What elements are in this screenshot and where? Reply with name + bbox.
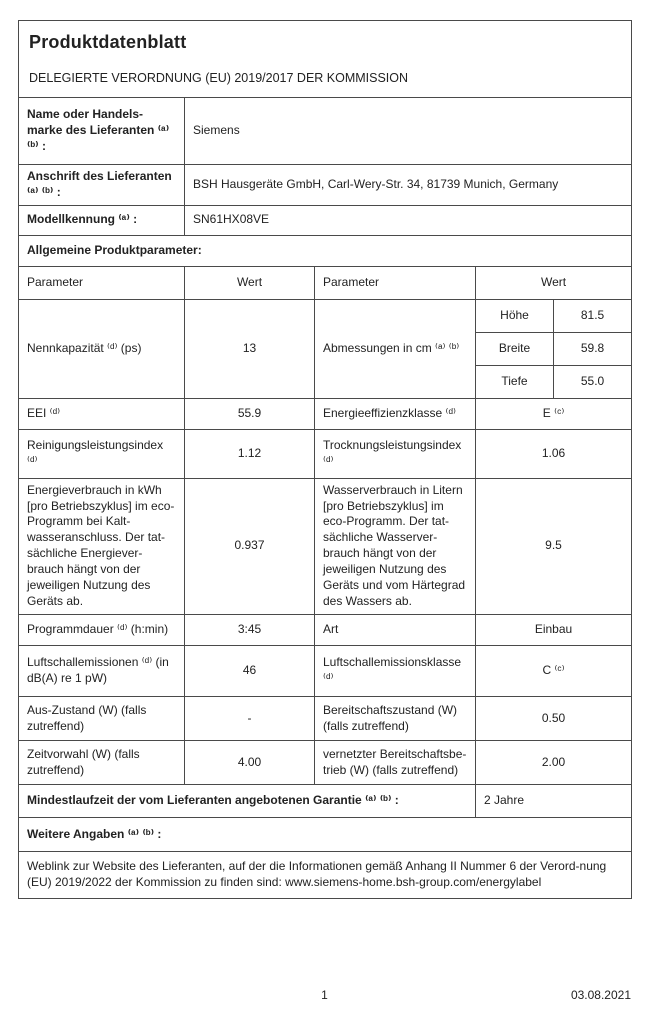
capacity-label: Nennkapazität ⁽ᵈ⁾ (ps) bbox=[18, 298, 185, 399]
col-header-wert-left: Wert bbox=[184, 265, 315, 300]
delay-start-label: Zeitvorwahl (W) (falls zutreffend) bbox=[18, 740, 185, 786]
guarantee-label: Mindestlaufzeit der vom Lieferanten ange… bbox=[18, 784, 476, 819]
additional-info-heading: Weitere Angaben ⁽ᵃ⁾ ⁽ᵇ⁾ : bbox=[17, 817, 633, 853]
programme-duration-label: Programmdauer ⁽ᵈ⁾ (h:min) bbox=[18, 614, 185, 647]
product-datasheet: Produktdatenblatt DELEGIERTE VERORDNUNG … bbox=[17, 20, 633, 900]
regulation-subtitle: DELEGIERTE VERORDNUNG (EU) 2019/2017 DER… bbox=[29, 70, 409, 85]
title-block: Produktdatenblatt DELEGIERTE VERORDNUNG … bbox=[17, 20, 633, 98]
dimension-depth-row: Tiefe 55.0 bbox=[19, 364, 633, 399]
networked-standby-value: 2.00 bbox=[474, 740, 633, 786]
dimension-width-row: Breite 59.8 bbox=[19, 331, 633, 366]
dimension-depth-label: Tiefe bbox=[475, 364, 554, 399]
delay-start-value: 4.00 bbox=[184, 740, 315, 786]
supplier-name-row: Name oder Handels-marke des Lieferanten … bbox=[18, 96, 633, 165]
capacity-value: 13 bbox=[184, 298, 315, 399]
col-header-parameter-left: Parameter bbox=[18, 265, 185, 300]
weblink-text: Weblink zur Website des Lieferanten, auf… bbox=[17, 851, 633, 900]
cleaning-index-row: Reinigungsleistungsindex ⁽ᵈ⁾ 1.12 Trockn… bbox=[18, 428, 633, 479]
dimension-height-value: 81.5 bbox=[552, 298, 633, 333]
programme-duration-row: Programmdauer ⁽ᵈ⁾ (h:min) 3:45 Art Einba… bbox=[18, 614, 633, 647]
model-id-value: SN61HX08VE bbox=[183, 204, 633, 236]
drying-index-label: Trocknungsleistungsindex ⁽ᵈ⁾ bbox=[314, 428, 476, 479]
dimension-width-value: 59.8 bbox=[552, 331, 633, 366]
page-number: 1 bbox=[321, 988, 328, 1002]
drying-index-value: 1.06 bbox=[474, 428, 633, 479]
dimensions-label: Abmessungen in cm ⁽ᵃ⁾ ⁽ᵇ⁾ bbox=[314, 298, 476, 399]
energy-consumption-value: 0.937 bbox=[184, 477, 315, 616]
guarantee-row: Mindestlaufzeit der vom Lieferanten ange… bbox=[18, 784, 633, 819]
water-consumption-value: 9.5 bbox=[474, 477, 633, 616]
noise-emission-label: Luftschallemissionen ⁽ᵈ⁾ (in dB(A) re 1 … bbox=[18, 645, 185, 698]
energy-class-value: E ⁽ᶜ⁾ bbox=[474, 397, 633, 430]
capacity-dimensions-row: Nennkapazität ⁽ᵈ⁾ (ps) 13 Abmessungen in… bbox=[18, 298, 633, 399]
off-mode-value: - bbox=[184, 696, 315, 742]
cleaning-index-label: Reinigungsleistungsindex ⁽ᵈ⁾ bbox=[18, 428, 185, 479]
page-title: Produktdatenblatt bbox=[29, 32, 187, 52]
consumption-row: Energieverbrauch in kWh [pro Betriebszyk… bbox=[18, 477, 633, 616]
section-heading-row: Allgemeine Produktparameter: bbox=[17, 234, 633, 267]
noise-emission-value: 46 bbox=[184, 645, 315, 698]
noise-row: Luftschallemissionen ⁽ᵈ⁾ (in dB(A) re 1 … bbox=[18, 645, 633, 698]
dimension-depth-value: 55.0 bbox=[552, 364, 633, 399]
product-datasheet-table: Produktdatenblatt DELEGIERTE VERORDNUNG … bbox=[17, 20, 633, 900]
supplier-address-label: Anschrift des Lieferanten ⁽ᵃ⁾ ⁽ᵇ⁾ : bbox=[18, 163, 185, 206]
eei-value: 55.9 bbox=[184, 397, 315, 430]
eei-label: EEI ⁽ᵈ⁾ bbox=[18, 397, 185, 430]
off-mode-label: Aus-Zustand (W) (falls zutreffend) bbox=[18, 696, 185, 742]
type-value: Einbau bbox=[474, 614, 633, 647]
standby-label: Bereitschaftszustand (W) (falls zutreffe… bbox=[314, 696, 476, 742]
supplier-address-row: Anschrift des Lieferanten ⁽ᵃ⁾ ⁽ᵇ⁾ : BSH … bbox=[18, 163, 633, 206]
water-consumption-label: Wasserverbrauch in Litern [pro Betriebsz… bbox=[314, 477, 476, 616]
energy-class-label: Energieeffizienzklasse ⁽ᵈ⁾ bbox=[314, 397, 476, 430]
cleaning-index-value: 1.12 bbox=[184, 428, 315, 479]
standby-value: 0.50 bbox=[474, 696, 633, 742]
noise-class-label: Luftschallemissionsklasse ⁽ᵈ⁾ bbox=[314, 645, 476, 698]
column-header-row: Parameter Wert Parameter Wert bbox=[18, 265, 633, 300]
supplier-name-label: Name oder Handels-marke des Lieferanten … bbox=[18, 96, 185, 165]
type-label: Art bbox=[314, 614, 476, 647]
energy-consumption-label: Energieverbrauch in kWh [pro Betriebszyk… bbox=[18, 477, 185, 616]
document-date: 03.08.2021 bbox=[570, 988, 631, 1002]
additional-info-heading-row: Weitere Angaben ⁽ᵃ⁾ ⁽ᵇ⁾ : bbox=[17, 817, 633, 853]
noise-class-value: C ⁽ᶜ⁾ bbox=[474, 645, 633, 698]
delay-start-row: Zeitvorwahl (W) (falls zutreffend) 4.00 … bbox=[18, 740, 633, 786]
supplier-name-value: Siemens bbox=[183, 96, 633, 165]
section-heading: Allgemeine Produktparameter: bbox=[17, 234, 633, 267]
dimension-height-label: Höhe bbox=[475, 298, 554, 333]
dimension-width-label: Breite bbox=[475, 331, 554, 366]
model-id-label: Modellkennung ⁽ᵃ⁾ : bbox=[18, 204, 185, 236]
model-id-row: Modellkennung ⁽ᵃ⁾ : SN61HX08VE bbox=[18, 204, 633, 236]
col-header-parameter-right: Parameter bbox=[314, 265, 476, 300]
programme-duration-value: 3:45 bbox=[184, 614, 315, 647]
supplier-address-value: BSH Hausgeräte GmbH, Carl-Wery-Str. 34, … bbox=[183, 163, 633, 206]
off-mode-row: Aus-Zustand (W) (falls zutreffend) - Ber… bbox=[18, 696, 633, 742]
col-header-wert-right: Wert bbox=[474, 265, 633, 300]
weblink-row: Weblink zur Website des Lieferanten, auf… bbox=[17, 851, 633, 900]
eei-row: EEI ⁽ᵈ⁾ 55.9 Energieeffizienzklasse ⁽ᵈ⁾ … bbox=[18, 397, 633, 430]
page-footer: 1 03.08.2021 bbox=[18, 988, 631, 1004]
networked-standby-label: vernetzter Bereitschaftsbe-trieb (W) (fa… bbox=[314, 740, 476, 786]
guarantee-value: 2 Jahre bbox=[474, 784, 633, 819]
